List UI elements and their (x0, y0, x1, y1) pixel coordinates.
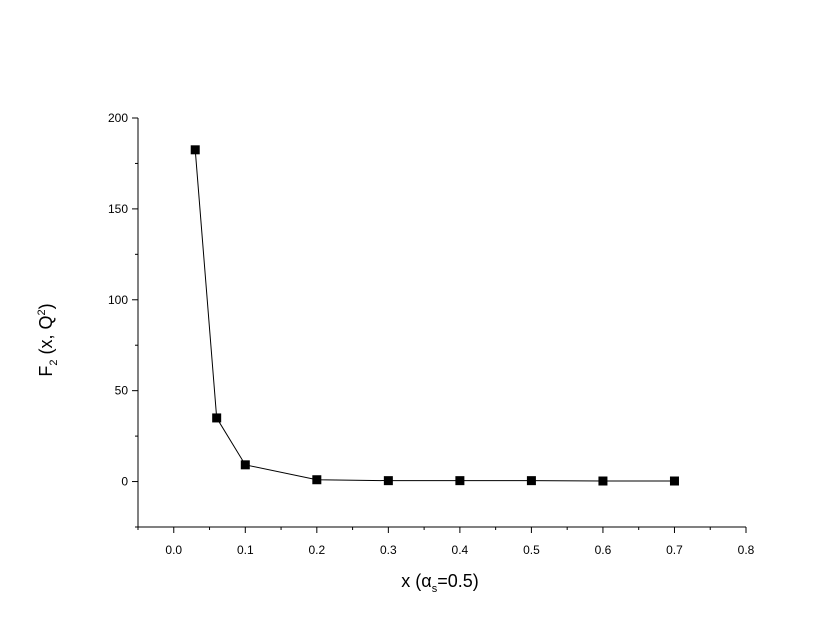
y-label-sup: 2 (36, 309, 48, 315)
x-label-part: x (α (401, 571, 431, 591)
marker (312, 475, 322, 485)
y-label-part: (x, Q (36, 316, 56, 360)
marker (526, 476, 536, 486)
x-tick-label: 0.8 (738, 543, 755, 557)
y-axis-label: F2 (x, Q2) (36, 303, 60, 376)
x-tick-label: 0.1 (237, 543, 254, 557)
marker (190, 145, 200, 155)
x-tick-label: 0.6 (595, 543, 612, 557)
y-tick-label: 50 (115, 384, 129, 398)
marker (669, 476, 679, 486)
series-line (194, 149, 675, 482)
x-tick-label: 0.5 (523, 543, 540, 557)
marker (455, 476, 465, 486)
x-tick-label: 0.2 (308, 543, 325, 557)
x-axis-label: x (αs=0.5) (401, 571, 478, 595)
x-label-sub: s (432, 583, 438, 595)
x-tick-label: 0.0 (165, 543, 182, 557)
x-tick-label: 0.4 (452, 543, 469, 557)
y-tick-label: 200 (108, 111, 128, 125)
marker (383, 476, 393, 486)
y-label-sub: 2 (48, 360, 60, 366)
y-tick-label: 0 (121, 475, 128, 489)
marker (598, 476, 608, 486)
x-tick-label: 0.3 (380, 543, 397, 557)
x-tick-label: 0.7 (666, 543, 683, 557)
y-tick-label: 100 (108, 293, 128, 307)
marker (240, 460, 250, 470)
y-label-part: ) (36, 303, 56, 309)
y-label-part: F (36, 366, 56, 377)
marker (212, 413, 222, 423)
x-label-part: =0.5) (437, 571, 479, 591)
y-tick-label: 150 (108, 202, 128, 216)
